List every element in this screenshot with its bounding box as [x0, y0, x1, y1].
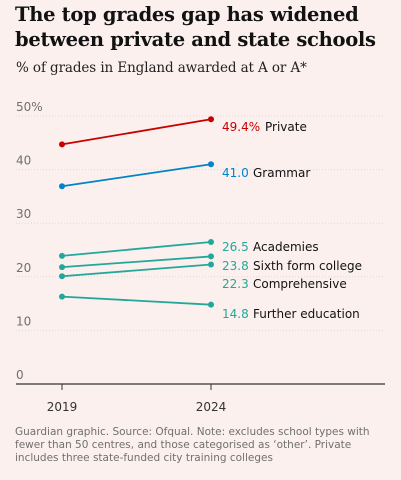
- value-label-sixth-form-college: 23.8: [222, 259, 249, 273]
- value-label-grammar: 41.0: [222, 166, 249, 180]
- series-line-academies: [61, 241, 212, 257]
- value-label-further-education: 14.8: [222, 307, 249, 321]
- point-grammar-2019: [59, 183, 65, 190]
- point-further-education-2019: [59, 293, 65, 300]
- y-tick-label-20: 20: [16, 261, 31, 275]
- value-label-comprehensive: 22.3: [222, 277, 249, 291]
- value-label-academies: 26.5: [222, 240, 249, 254]
- value-label-private: 49.4%: [222, 120, 260, 134]
- point-academies-2019: [59, 252, 65, 259]
- point-academies-2024: [208, 238, 214, 245]
- series-name-further-education: Further education: [253, 307, 360, 321]
- series-line-comprehensive: [61, 263, 212, 278]
- point-sixth-form-college-2019: [59, 264, 65, 271]
- y-tick-label-10: 10: [16, 314, 31, 328]
- chart-subtitle: % of grades in England awarded at A or A…: [16, 60, 307, 76]
- series-name-grammar: Grammar: [253, 166, 310, 180]
- series-name-sixth-form-college: Sixth form college: [253, 259, 362, 273]
- point-comprehensive-2019: [59, 273, 65, 280]
- point-sixth-form-college-2024: [208, 253, 214, 260]
- y-tick-label-30: 30: [16, 207, 31, 221]
- series-line-private: [61, 118, 212, 146]
- series-line-further-education: [61, 295, 212, 306]
- line-chart: 0 10 20 30 40 50% 2019 2024 49.4% Private 41.0 Gr…: [16, 100, 385, 414]
- point-further-education-2024: [208, 301, 214, 308]
- series-line-grammar: [61, 163, 212, 188]
- point-grammar-2024: [208, 161, 214, 168]
- y-tick-label-50: 50%: [16, 100, 43, 114]
- series-name-comprehensive: Comprehensive: [253, 277, 347, 291]
- series-line-sixth-form-college: [61, 255, 212, 269]
- series-name-academies: Academies: [253, 240, 319, 254]
- chart-title: The top grades gap has widened between p…: [15, 3, 376, 51]
- point-comprehensive-2024: [208, 261, 214, 268]
- x-tick-label-2019: 2019: [47, 400, 78, 414]
- series-name-private: Private: [265, 120, 307, 134]
- y-tick-label-40: 40: [16, 154, 31, 168]
- y-tick-label-0: 0: [16, 368, 24, 382]
- x-tick-label-2024: 2024: [196, 400, 227, 414]
- point-private-2019: [59, 141, 65, 148]
- point-private-2024: [208, 116, 214, 123]
- chart-footnote: Guardian graphic. Source: Ofqual. Note: …: [15, 426, 370, 464]
